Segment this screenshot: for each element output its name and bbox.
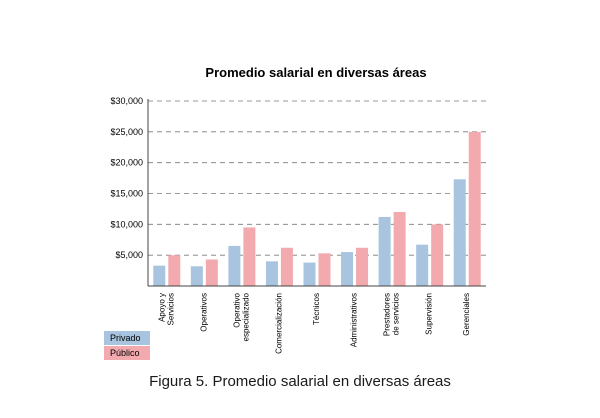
figure-caption: Figura 5. Promedio salarial en diversas … xyxy=(0,373,600,390)
y-tick-label: $25,000 xyxy=(110,127,143,137)
bar-publico xyxy=(168,255,181,286)
category-label: Operativos xyxy=(199,293,208,332)
bar-privado xyxy=(153,265,166,286)
bar-privado xyxy=(228,245,241,286)
legend-label: Privado xyxy=(110,333,141,343)
legend: Privado Público xyxy=(104,331,150,360)
bar-publico xyxy=(393,212,406,286)
bar-privado xyxy=(303,262,316,286)
bar-publico xyxy=(356,247,369,286)
bar-publico xyxy=(318,253,331,286)
bar-privado xyxy=(416,244,429,286)
bars xyxy=(153,131,481,286)
category-label: Técnicos xyxy=(312,293,321,325)
bar-privado xyxy=(265,261,278,286)
chart: Promedio salarial en diversas áreas $5,0… xyxy=(104,65,486,360)
grid-lines xyxy=(148,100,486,256)
bar-privado xyxy=(341,252,354,286)
category-label: Apoyo yServicios xyxy=(157,293,175,325)
bar-publico xyxy=(468,131,481,286)
category-labels: Apoyo yServicios Operativos Operativoespec… xyxy=(157,292,471,353)
figure-caption-text: Promedio salarial en diversas áreas xyxy=(212,373,451,390)
chart-title: Promedio salarial en diversas áreas xyxy=(205,65,426,80)
y-tick-label: $5,000 xyxy=(115,250,143,260)
category-label: Gerenciales xyxy=(462,293,471,336)
y-tick-labels: $5,000 $10,000 $15,000 $20,000 $25,000 $30,00… xyxy=(110,96,143,260)
category-label: Supervisión xyxy=(425,293,434,335)
bar-privado xyxy=(453,179,466,286)
bar-publico xyxy=(431,224,444,286)
bar-privado xyxy=(378,216,391,286)
bar-publico xyxy=(243,227,256,286)
legend-swatch xyxy=(104,346,150,360)
axes xyxy=(147,99,486,287)
legend-swatch xyxy=(104,331,150,345)
y-tick-label: $30,000 xyxy=(110,96,143,106)
category-label: Prestadoresde servicios xyxy=(383,293,401,336)
figure-caption-label: Figura 5. xyxy=(149,373,209,390)
bar-publico xyxy=(205,259,218,286)
category-label: Administrativos xyxy=(350,293,359,347)
y-tick-label: $10,000 xyxy=(110,219,143,229)
category-label: Operativoespecializado xyxy=(232,292,250,341)
bar-privado xyxy=(190,266,203,286)
legend-label: Público xyxy=(110,348,140,358)
y-tick-label: $20,000 xyxy=(110,158,143,168)
category-label: Comercialización xyxy=(274,293,283,354)
y-tick-label: $15,000 xyxy=(110,189,143,199)
bar-publico xyxy=(280,247,293,286)
